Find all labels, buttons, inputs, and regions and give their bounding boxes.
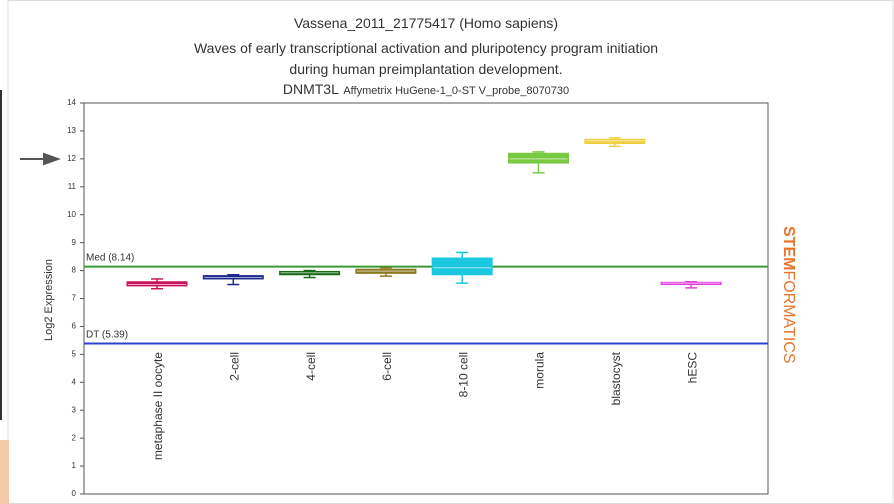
title-line: Vassena_2011_21775417 (Homo sapiens) bbox=[294, 15, 558, 31]
x-tick-label: 8-10 cell bbox=[456, 352, 470, 397]
y-tick-label: 10 bbox=[67, 210, 76, 219]
y-tick-label: 5 bbox=[72, 349, 77, 358]
y-tick-label: 12 bbox=[67, 154, 76, 163]
arrow bbox=[20, 152, 61, 166]
x-tick-label: blastocyst bbox=[609, 351, 623, 405]
probe: Affymetrix HuGene-1_0-ST V_probe_8070730 bbox=[343, 85, 569, 97]
y-tick-label: 2 bbox=[72, 433, 77, 442]
box bbox=[126, 281, 188, 287]
plot-area bbox=[83, 102, 769, 495]
brand-rest: FORMATICS bbox=[780, 270, 797, 363]
side-tab bbox=[0, 440, 9, 504]
brand: STEMFORMATICS bbox=[780, 226, 797, 363]
x-tick-label: hESC bbox=[685, 352, 699, 384]
y-tick-label: 14 bbox=[67, 98, 76, 107]
x-tick-label: 6-cell bbox=[380, 352, 394, 381]
brand-stem: STEM bbox=[780, 226, 797, 270]
y-tick-label: 0 bbox=[72, 489, 77, 498]
box bbox=[508, 152, 569, 164]
y-tick-label: 8 bbox=[72, 266, 77, 275]
probe-line: DNMT3L Affymetrix HuGene-1_0-ST V_probe_… bbox=[283, 81, 569, 98]
y-tick-label: 7 bbox=[72, 294, 77, 303]
y-tick-label: 13 bbox=[67, 126, 76, 135]
box bbox=[431, 257, 493, 276]
title-line: Waves of early transcriptional activatio… bbox=[194, 40, 658, 56]
y-tick-label: 9 bbox=[72, 238, 77, 247]
y-tick-label: 1 bbox=[72, 461, 77, 470]
x-tick-label: 4-cell bbox=[304, 352, 318, 381]
reference-label: DT (5.39) bbox=[86, 329, 128, 340]
reference-label: Med (8.14) bbox=[86, 253, 134, 264]
gene: DNMT3L bbox=[283, 81, 339, 97]
x-tick-label: 2-cell bbox=[227, 352, 241, 381]
title-line: during human preimplantation development… bbox=[289, 61, 562, 77]
y-tick-label: 3 bbox=[72, 405, 77, 414]
y-tick-label: 6 bbox=[72, 322, 77, 331]
x-tick-label: morula bbox=[533, 352, 547, 389]
y-tick-label: 4 bbox=[72, 377, 77, 386]
y-tick-label: 11 bbox=[68, 182, 77, 191]
y-axis-label: Log2 Expression bbox=[43, 259, 55, 341]
box bbox=[584, 138, 646, 144]
x-tick-label: metaphase II oocyte bbox=[151, 352, 165, 460]
